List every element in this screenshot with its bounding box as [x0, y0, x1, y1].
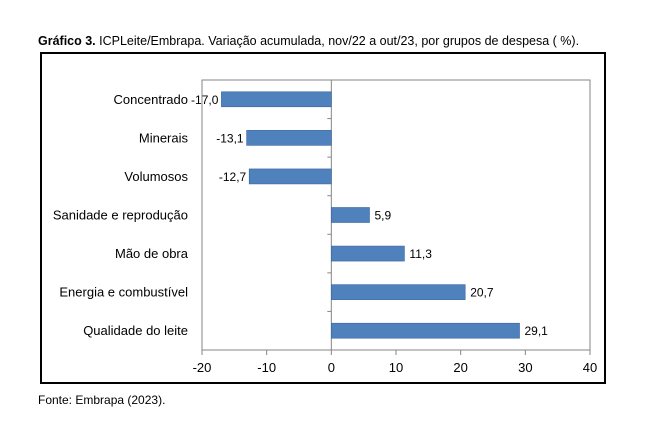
caption-text: ICPLeite/Embrapa. Variação acumulada, no…: [95, 34, 580, 48]
category-label: Concentrado: [114, 92, 188, 107]
x-tick-label: -20: [193, 360, 212, 375]
category-label: Sanidade e reprodução: [53, 208, 188, 223]
bar: [331, 322, 520, 339]
x-tick-label: 10: [389, 360, 403, 375]
data-label: 5,9: [374, 209, 391, 223]
category-label: Volumosos: [124, 169, 188, 184]
x-tick-label: -10: [257, 360, 276, 375]
bar-chart: -20 -10 0 10 20 30 40 Concentrado -17,0 Minerais -…: [53, 79, 597, 375]
bar: [331, 207, 370, 223]
bar: [246, 130, 332, 146]
data-label: -12,7: [219, 170, 247, 184]
x-tick-label: 20: [453, 360, 467, 375]
caption-label: Gráfico 3.: [38, 34, 96, 48]
data-label: 20,7: [470, 286, 494, 300]
x-tick-label: 30: [518, 360, 532, 375]
plot-area: [201, 79, 591, 351]
chart-frame: -20 -10 0 10 20 30 40 Concentrado -17,0 Minerais -…: [40, 52, 606, 384]
data-label: 29,1: [525, 324, 549, 338]
bar: [331, 245, 405, 262]
source-note: Fonte: Embrapa (2023).: [38, 393, 166, 407]
bar: [221, 91, 332, 108]
category-label: Qualidade do leite: [83, 323, 188, 338]
category-label: Minerais: [139, 130, 189, 145]
data-label: -17,0: [191, 93, 219, 107]
bar: [248, 168, 332, 185]
category-label: Energia e combustível: [59, 285, 188, 300]
category-label: Mão de obra: [115, 246, 189, 261]
x-tick-label: 40: [583, 360, 597, 375]
x-tick-label: 0: [328, 360, 335, 375]
chart-caption: Gráfico 3. ICPLeite/Embrapa. Variação ac…: [38, 34, 579, 48]
data-label: 11,3: [409, 247, 432, 261]
data-label: -13,1: [216, 131, 244, 145]
bar: [331, 284, 466, 300]
